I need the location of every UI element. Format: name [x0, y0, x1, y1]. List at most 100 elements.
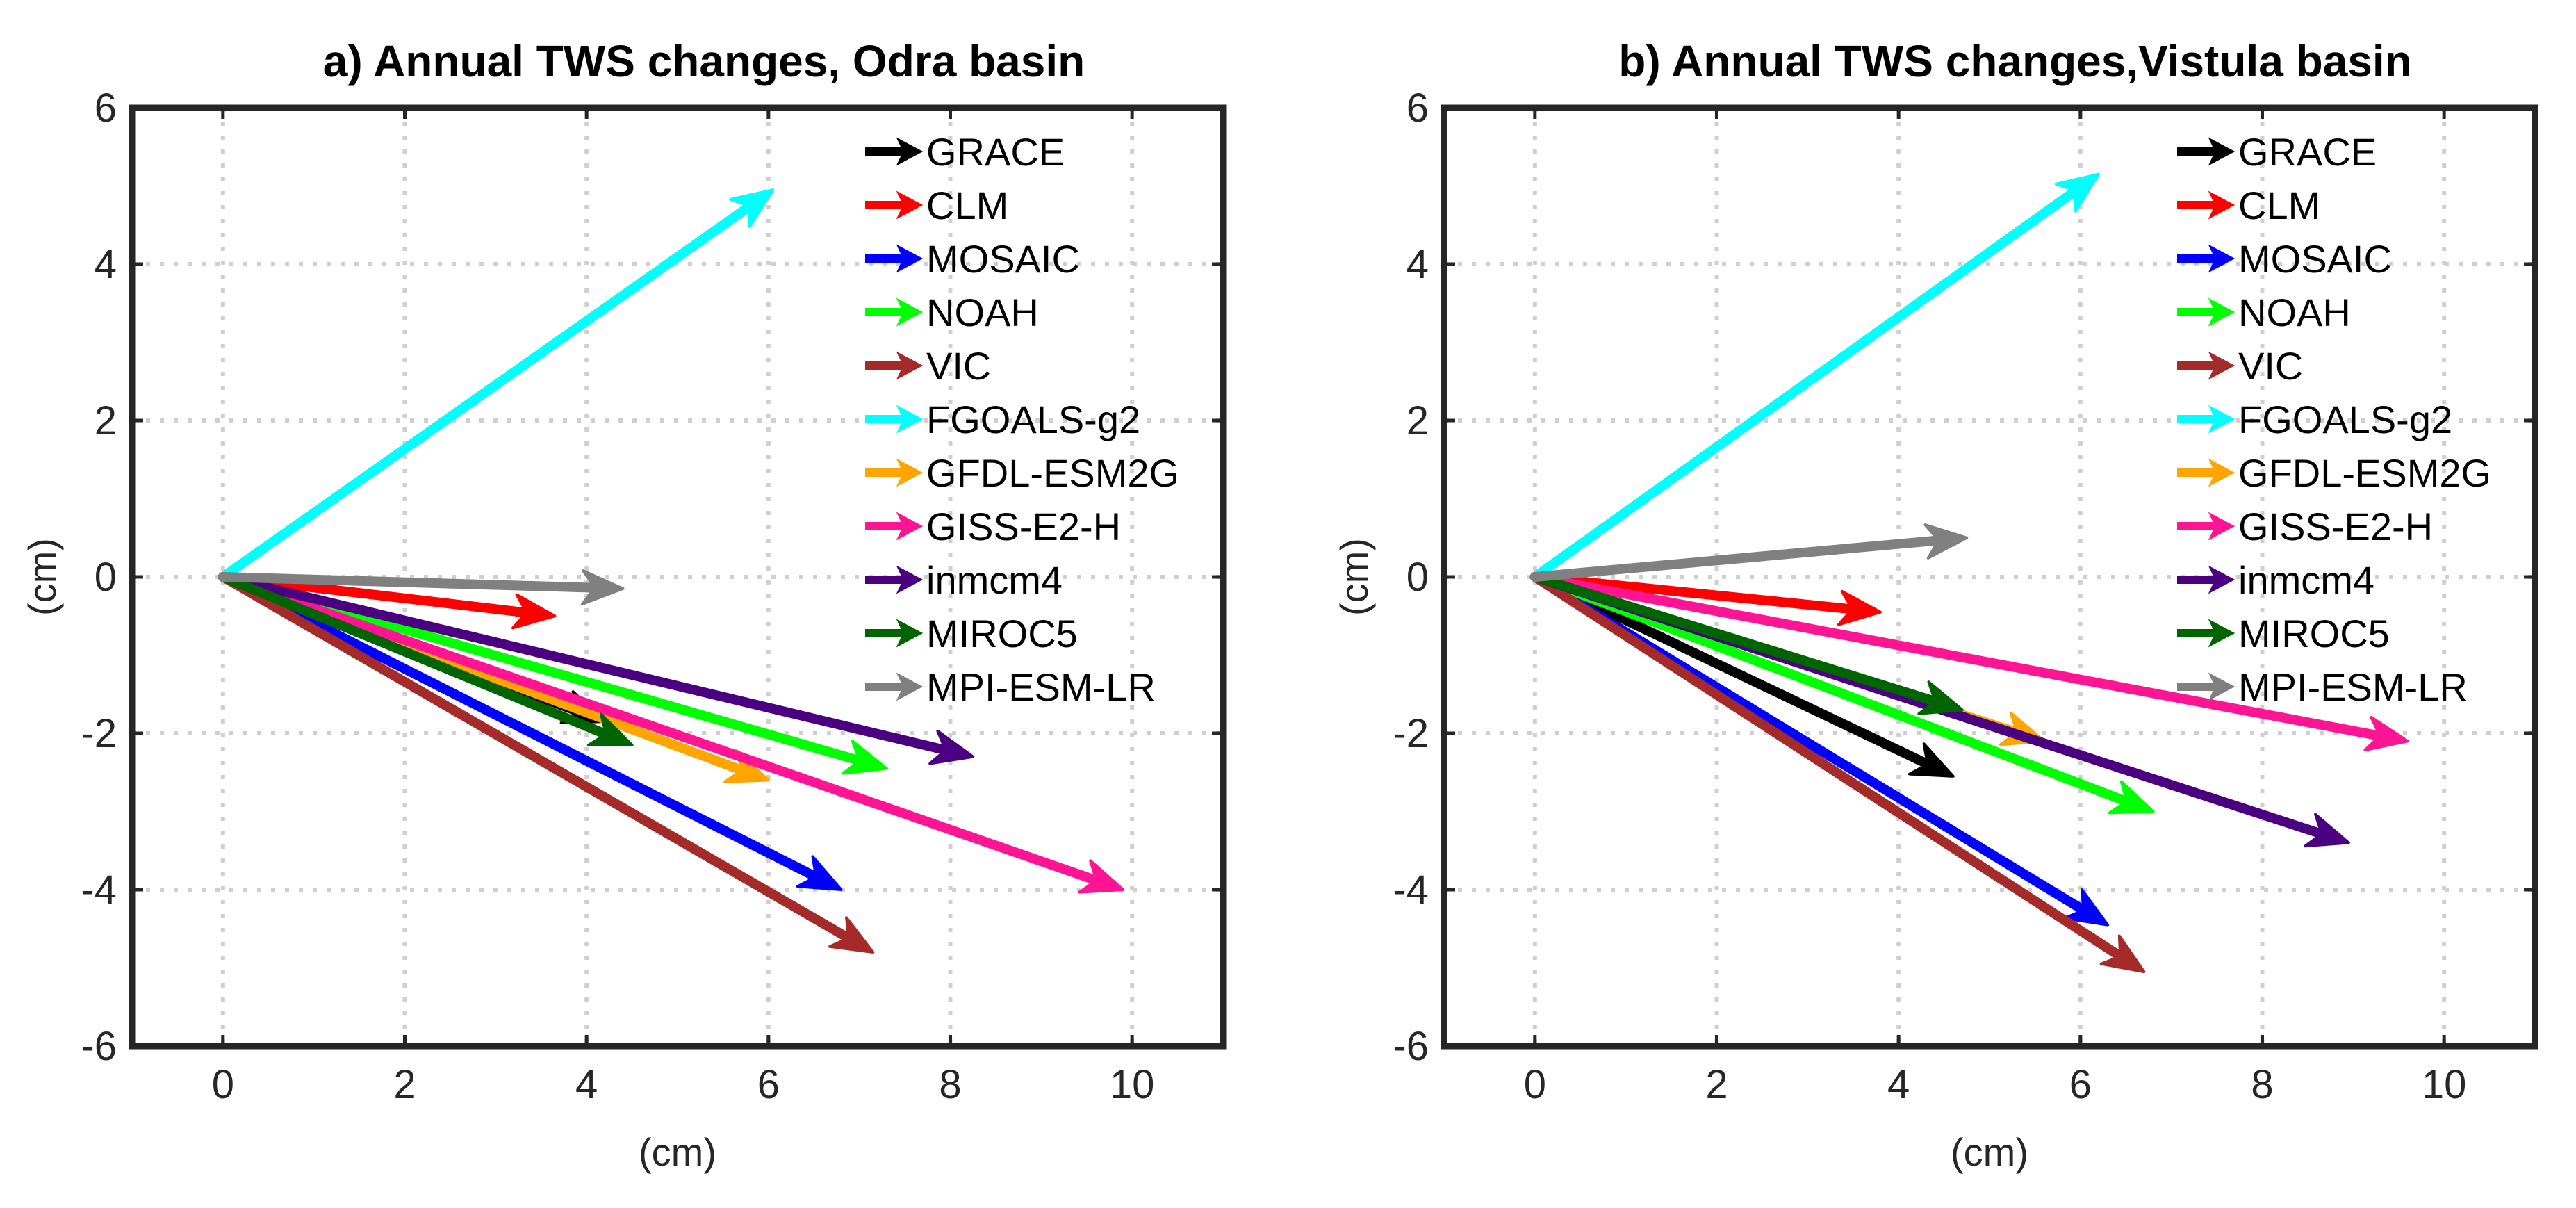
legend-swatch-head: [896, 190, 924, 220]
legend-swatch-head: [2208, 512, 2235, 541]
legend-swatch-head: [2208, 137, 2235, 166]
y-tick-label: -6: [1393, 1024, 1429, 1069]
arrow-shaft: [218, 202, 753, 582]
legend-label: FGOALS-g2: [926, 398, 1140, 441]
legend-item: GISS-E2-H: [865, 505, 1121, 548]
legend-label: CLM: [2238, 183, 2320, 227]
legend-swatch-head: [896, 458, 924, 487]
legend-item: VIC: [2177, 344, 2303, 388]
arrow-head: [511, 593, 557, 630]
x-tick-label: 2: [393, 1062, 416, 1107]
legend-item: GFDL-ESM2G: [865, 451, 1179, 495]
legend-item: CLM: [865, 183, 1008, 227]
vector-arrows: [1529, 172, 2409, 974]
legend: GRACE CLM MOSAIC NOAH VIC FGOALS-g2 GFDL-ESM2G…: [2177, 130, 2491, 709]
arrow-shaft: [1529, 572, 2384, 741]
arrow-miroc5: [218, 572, 634, 747]
legend-label: inmcm4: [2238, 558, 2374, 602]
y-tick-label: 6: [1406, 85, 1429, 131]
legend-swatch-head: [2208, 565, 2235, 594]
panel-title: b) Annual TWS changes,Vistula basin: [1618, 36, 2412, 86]
legend-item: MOSAIC: [2177, 237, 2392, 281]
x-tick-label: 0: [1524, 1062, 1546, 1107]
arrow-head: [1908, 742, 1955, 778]
y-tick-label: -4: [81, 867, 117, 913]
legend-label: VIC: [926, 344, 991, 388]
x-tick-label: 6: [2069, 1062, 2092, 1107]
panel-title: a) Annual TWS changes, Odra basin: [323, 36, 1085, 86]
arrow-head: [2054, 172, 2100, 213]
axes-frame: [129, 104, 1227, 1050]
legend-item: NOAH: [2177, 291, 2351, 334]
arrow-shaft: [218, 572, 949, 755]
legend-swatch-head: [2208, 244, 2235, 273]
legend-swatch-head: [896, 512, 924, 541]
legend-swatch-head: [2208, 297, 2235, 327]
legend-swatch-head: [896, 137, 924, 166]
legend-swatch-head: [896, 297, 924, 327]
y-axis-label: (cm): [20, 538, 64, 616]
arrow-head: [2363, 715, 2409, 752]
legend-swatch-head: [2208, 672, 2235, 701]
arrow-fgoals-g2: [1529, 172, 2100, 582]
legend-label: GRACE: [2238, 130, 2377, 174]
legend-label: GFDL-ESM2G: [926, 451, 1179, 495]
legend-label: MPI-ESM-LR: [2238, 665, 2468, 709]
legend-item: FGOALS-g2: [2177, 398, 2452, 441]
x-tick-label: 10: [1110, 1062, 1155, 1107]
legend-label: MIROC5: [926, 612, 1078, 655]
arrow-shaft: [218, 572, 863, 765]
arrow-shaft: [1529, 572, 2130, 806]
legend-swatch-head: [2208, 351, 2235, 380]
x-tick-label: 8: [2251, 1062, 2273, 1107]
legend-label: VIC: [2238, 344, 2303, 388]
arrow-head: [2099, 934, 2146, 974]
arrow-vic: [218, 572, 875, 954]
legend-label: inmcm4: [926, 558, 1063, 602]
arrow-head: [842, 740, 888, 775]
legend-label: MOSAIC: [926, 237, 1080, 281]
arrow-shaft: [218, 572, 1099, 885]
vector-arrows: [218, 188, 1125, 954]
legend-item: MPI-ESM-LR: [2177, 665, 2468, 709]
legend-swatch-head: [896, 244, 924, 273]
legend-swatch-head: [2208, 190, 2235, 220]
arrow-head: [2063, 888, 2110, 927]
legend-item: MOSAIC: [865, 237, 1080, 281]
arrow-mpi-esm-lr: [1529, 523, 1969, 582]
arrow-head: [586, 712, 634, 747]
x-tick-label: 6: [757, 1062, 780, 1107]
x-axis-label: (cm): [1951, 1130, 2028, 1174]
legend: GRACE CLM MOSAIC NOAH VIC FGOALS-g2 GFDL-ESM2G…: [865, 130, 1179, 709]
legend-swatch-head: [2208, 405, 2235, 434]
y-tick-label: 4: [1406, 242, 1429, 287]
y-tick-label: 0: [95, 555, 117, 600]
grid-lines: [1444, 108, 2535, 1046]
y-tick-label: -2: [81, 711, 117, 756]
legend-swatch-head: [896, 405, 924, 434]
y-tick-label: 2: [1406, 398, 1429, 443]
legend-item: MPI-ESM-LR: [865, 665, 1156, 709]
y-tick-label: -2: [1393, 711, 1429, 756]
arrow-giss-e2-h: [218, 572, 1125, 894]
legend-item: MIROC5: [2177, 612, 2390, 655]
legend-label: GISS-E2-H: [926, 505, 1121, 548]
arrow-vic: [1529, 572, 2146, 974]
legend-swatch-head: [2208, 619, 2235, 648]
y-tick-label: -4: [1393, 867, 1429, 913]
arrow-head: [1923, 523, 1969, 560]
legend-item: CLM: [2177, 183, 2320, 227]
arrow-head: [2108, 780, 2155, 815]
legend-label: MPI-ESM-LR: [926, 665, 1156, 709]
arrow-head: [1078, 859, 1125, 894]
arrow-inmcm4: [218, 572, 975, 765]
arrow-shaft: [1529, 535, 1942, 582]
arrow-head: [796, 855, 843, 891]
legend-swatch-head: [896, 351, 924, 380]
arrow-head: [828, 916, 875, 954]
legend-label: GFDL-ESM2G: [2238, 451, 2491, 495]
x-tick-label: 2: [1705, 1062, 1728, 1107]
arrow-shaft: [218, 572, 852, 942]
legend-item: VIC: [865, 344, 991, 388]
legend-label: GRACE: [926, 130, 1065, 174]
